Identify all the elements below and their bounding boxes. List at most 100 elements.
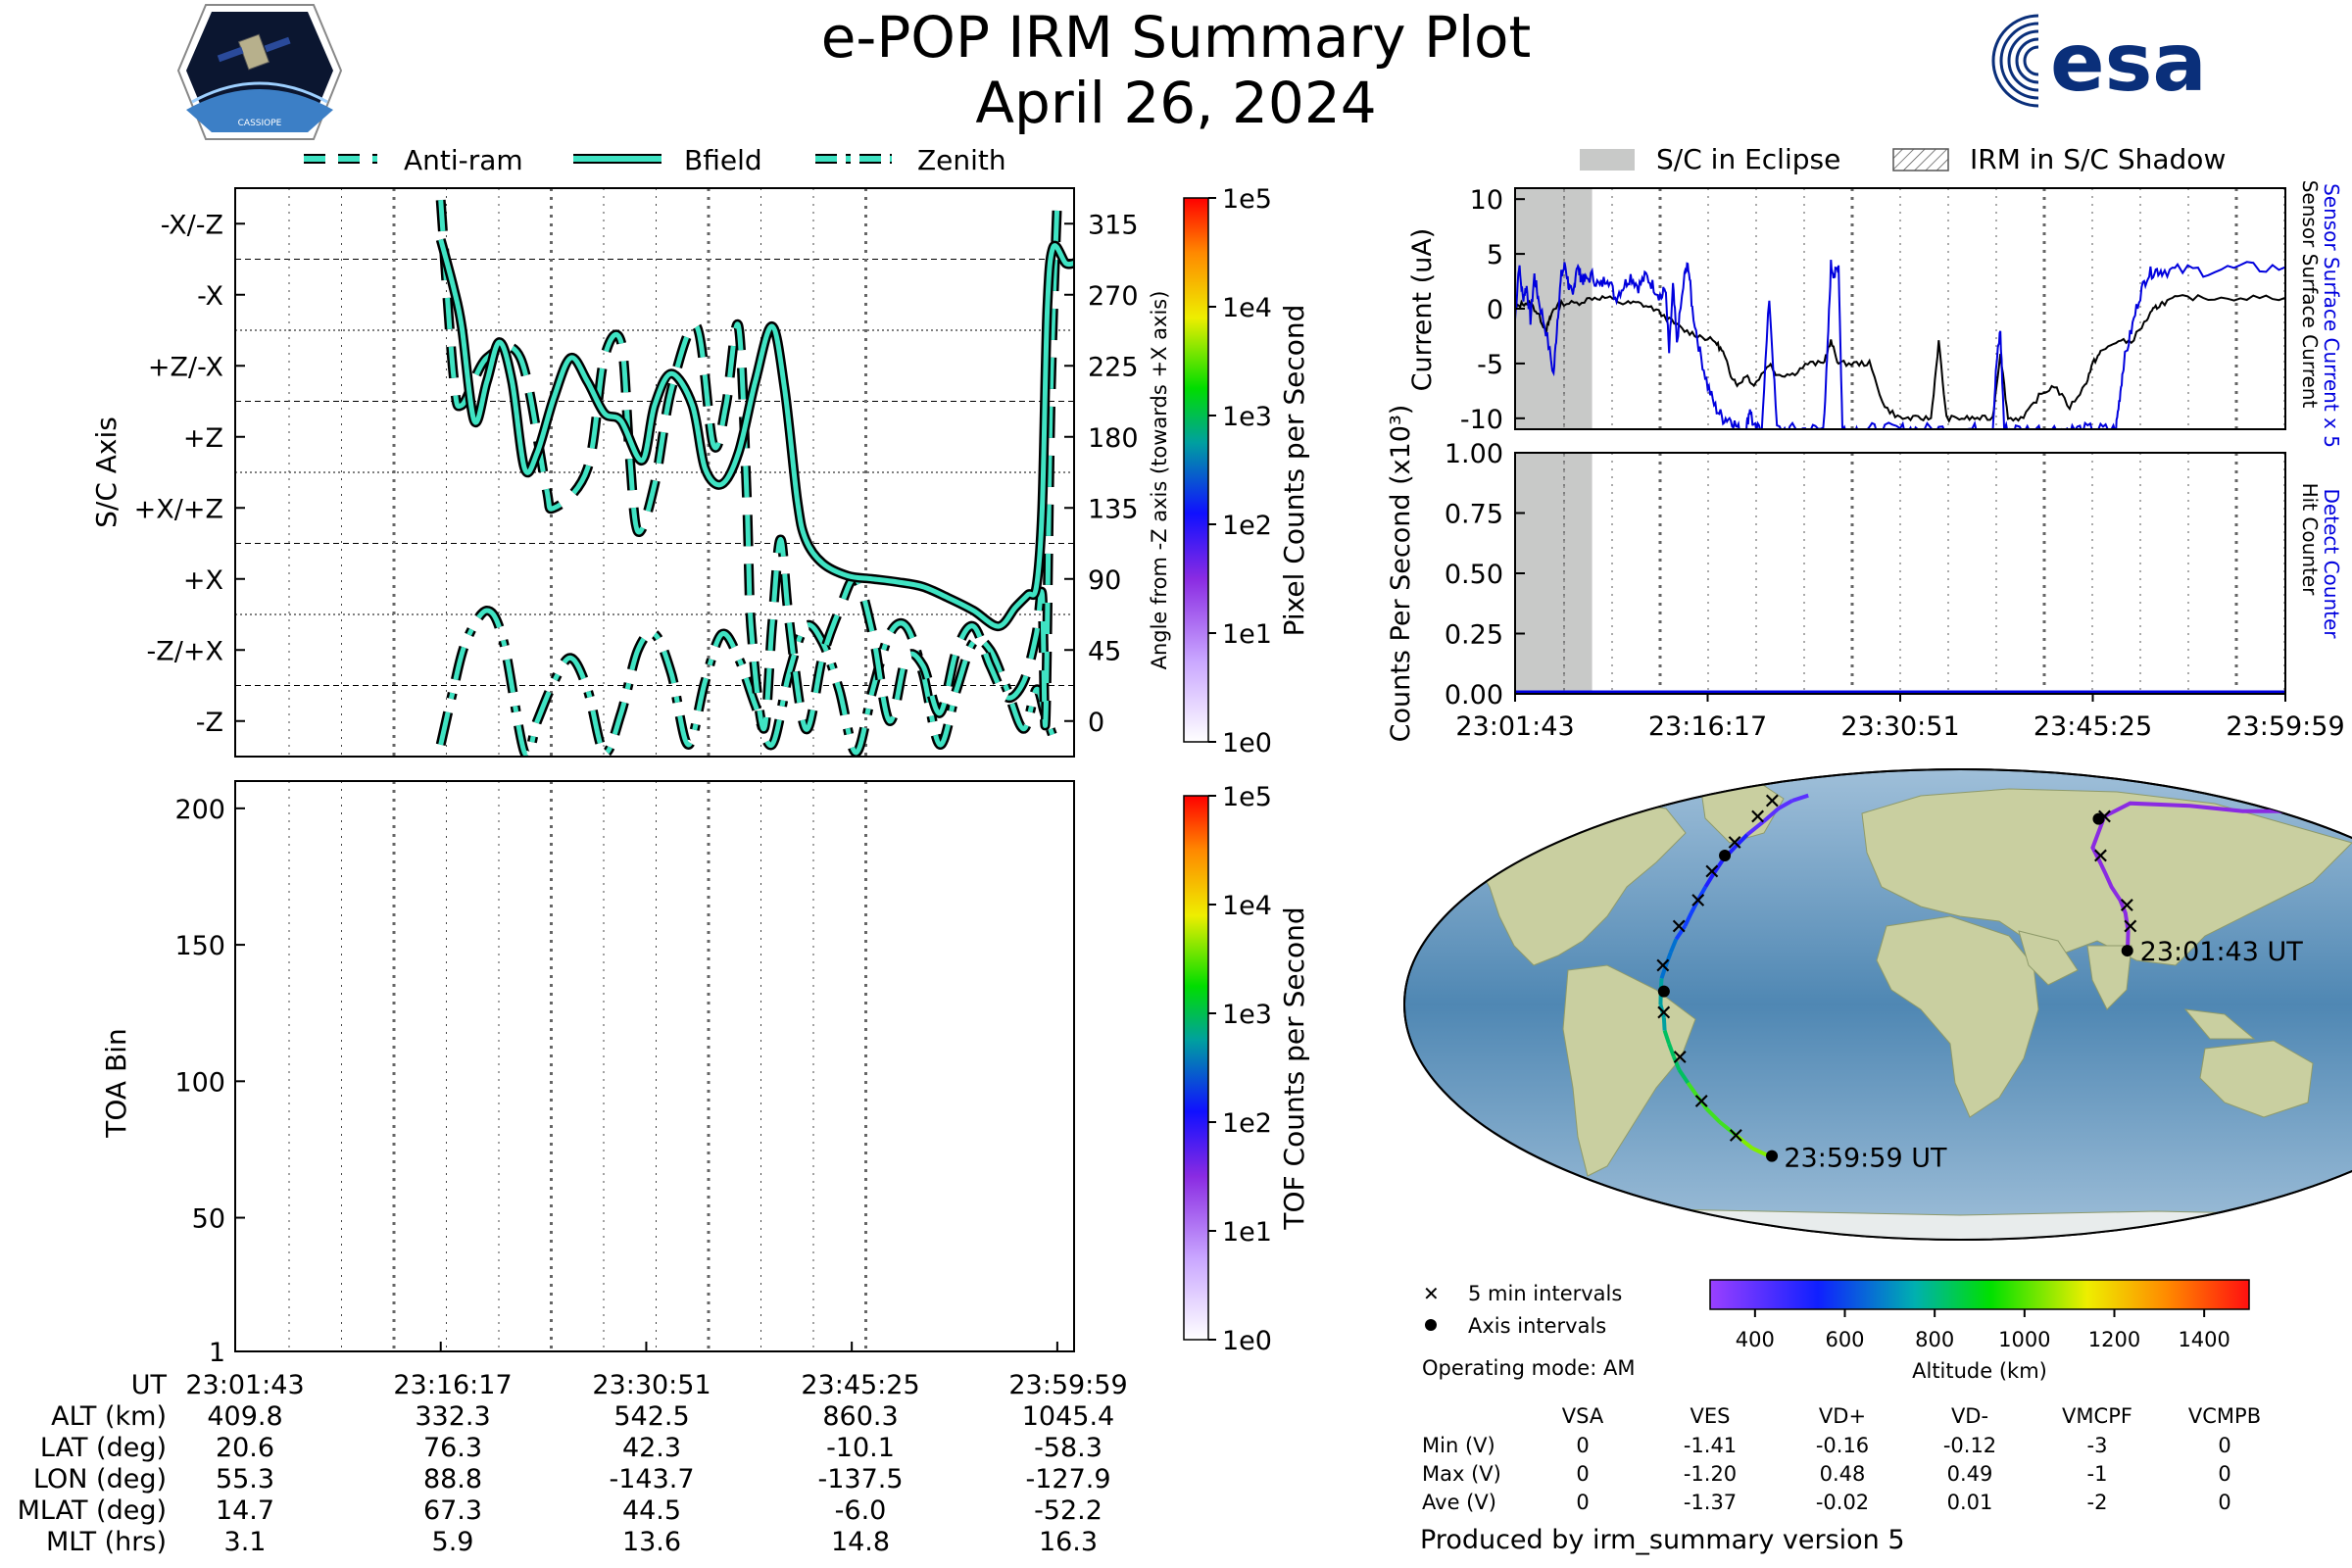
- map-legend: ✕ 5 min intervals Axis intervals Operati…: [1422, 1282, 1635, 1380]
- pixel-colorbar: 1e5 1e4 1e3 1e2 1e1 1e0 Pixel Counts per Seco…: [1183, 184, 1310, 759]
- counts-tick-label: 0.50: [1445, 560, 1503, 590]
- sc-axis-angle-tick-label: 45: [1088, 636, 1121, 666]
- sc-axis-angle-tick-label: 315: [1088, 210, 1139, 240]
- sc-axis-tick-label: +Z: [183, 423, 223, 454]
- voltage-table-cell: -1: [2087, 1462, 2108, 1486]
- legend-eclipse-label: S/C in Eclipse: [1656, 143, 1840, 175]
- counts-tick-label: 1.00: [1445, 439, 1503, 469]
- toa-time-gridlines: [288, 781, 867, 1351]
- counts-right-label-hit: Hit Counter: [2298, 483, 2322, 596]
- toa-tick-label: 150: [174, 931, 225, 961]
- sc-axis-ylabel: S/C Axis: [90, 416, 122, 528]
- altitude-tick-label: 600: [1825, 1328, 1864, 1351]
- sc-axis-angle-tick-label: 135: [1088, 494, 1139, 524]
- voltage-table-cell: 0: [1576, 1434, 1589, 1457]
- ephemeris-cell: 5.9: [432, 1527, 474, 1557]
- altitude-tick-label: 1000: [1998, 1328, 2050, 1351]
- current-tick-label: 0: [1487, 295, 1503, 325]
- sc-axis-left-ticks: -X/-Z -X +Z/-X +Z +X/+Z +X -Z/+X -Z: [134, 210, 245, 738]
- interval-marker: ✕: [1748, 806, 1766, 830]
- zenith-trace: [438, 608, 1055, 757]
- colorbar-tick-label: 1e0: [1222, 728, 1272, 759]
- ephemeris-cell: 23:16:17: [393, 1370, 512, 1400]
- interval-marker: ✕: [1654, 1002, 1672, 1026]
- voltage-table-header: VSA: [1562, 1404, 1604, 1428]
- sc-axis-angle-tick-label: 0: [1088, 708, 1104, 738]
- legend-anti-ram: Anti-ram: [304, 144, 523, 176]
- colorbar-tick-label: 1e4: [1222, 891, 1272, 921]
- ephemeris-cell: 20.6: [216, 1433, 274, 1463]
- counts-tick-label: 0.75: [1445, 500, 1503, 530]
- ground-track-segment: [1658, 1004, 1666, 1018]
- sc-axis-grid: [235, 259, 1074, 686]
- interval-marker: ✕: [1727, 1124, 1744, 1149]
- ground-track-segment: [1777, 799, 1793, 810]
- ground-track-segment: [1718, 1120, 1738, 1137]
- voltage-table: VSA VES VD+ VD- VMCPF VCMPB Min (V) 0 -1.41 -0.16…: [1422, 1404, 2261, 1514]
- time-axis-tick-label: 23:45:25: [2034, 711, 2152, 742]
- time-axis-tick-label: 23:01:43: [1455, 711, 1574, 742]
- legend-anti-ram-label: Anti-ram: [404, 144, 523, 176]
- voltage-table-cell: 0.49: [1947, 1462, 1993, 1486]
- voltage-table-row-label: Min (V): [1422, 1434, 1495, 1457]
- ephemeris-cell: -58.3: [1034, 1433, 1102, 1463]
- counts-tick-label: 0.25: [1445, 620, 1503, 651]
- africa: [1876, 915, 2039, 1118]
- ephemeris-cell: 1045.4: [1022, 1401, 1114, 1432]
- voltage-table-cell: 0: [1576, 1491, 1589, 1514]
- toa-tick-label: 50: [192, 1204, 225, 1235]
- legend-bfield: Bfield: [573, 144, 762, 176]
- ground-track-segment: [1672, 1055, 1682, 1071]
- ephemeris-cell: 76.3: [423, 1433, 482, 1463]
- ground-track-segment: [1683, 911, 1693, 927]
- esa-logo-label: esa: [2050, 17, 2207, 110]
- voltage-table-header: VES: [1690, 1404, 1731, 1428]
- ground-track-segment: [1664, 951, 1673, 966]
- ephemeris-cell: -127.9: [1025, 1464, 1110, 1494]
- arabia: [2018, 930, 2079, 986]
- track-markers: ✕✕✕✕✕✕✕✕✕✕✕✕✕✕✕: [1654, 790, 2139, 1162]
- axis-intervals-label: Axis intervals: [1468, 1314, 1606, 1338]
- eclipse-legend: S/C in Eclipse IRM in S/C Shadow: [1580, 143, 2226, 175]
- colorbar-tick-label: 1e3: [1222, 402, 1272, 432]
- ground-track-segment: [1762, 807, 1781, 823]
- voltage-table-header: VD+: [1819, 1404, 1866, 1428]
- esa-logo: esa: [1991, 12, 2207, 110]
- ephemeris-row-label: MLAT (deg): [18, 1495, 167, 1526]
- voltage-table-cell: -2: [2087, 1491, 2108, 1514]
- sc-axis-traces: [435, 199, 1074, 757]
- voltage-table-cell: 0: [2218, 1434, 2230, 1457]
- ground-track-segment: [1711, 859, 1725, 875]
- toa-tick-label: 1: [209, 1338, 225, 1368]
- colorbar-tick-label: 1e5: [1222, 184, 1272, 215]
- sc-axis-tick-label: -Z/+X: [147, 636, 223, 666]
- ephemeris-cell: -137.5: [817, 1464, 903, 1494]
- ephemeris-cell: 55.3: [216, 1464, 274, 1494]
- interval-marker: ✕: [2118, 895, 2135, 919]
- anti-ram-trace: [438, 199, 1060, 732]
- interval-marker: ✕: [1692, 1091, 1710, 1115]
- pixel-colorbar-label: Pixel Counts per Second: [1278, 305, 1310, 637]
- voltage-table-cell: -1.37: [1684, 1491, 1737, 1514]
- ground-track-segment: [1703, 872, 1716, 889]
- toa-tick-label: 100: [174, 1067, 225, 1098]
- current-tick-label: 10: [1470, 185, 1503, 216]
- interval-marker: ✕: [1671, 1046, 1689, 1070]
- voltage-table-row-label: Ave (V): [1422, 1491, 1496, 1514]
- ground-track-segment: [1689, 899, 1700, 914]
- ephemeris-cell: 14.7: [216, 1495, 274, 1526]
- current-panel: 10 5 0 -5 -10 Current (uA) Sensor Surface Cu…: [1407, 180, 2343, 448]
- voltage-table-cell: 0.01: [1947, 1491, 1993, 1514]
- ground-track-segment: [1695, 1095, 1709, 1110]
- tof-colorbar-label: TOF Counts per Second: [1278, 906, 1310, 1230]
- voltage-table-cell: 0: [2218, 1491, 2230, 1514]
- bfield-trace: [438, 238, 1074, 629]
- ground-track-segment: [1705, 1107, 1722, 1124]
- voltage-table-cell: -0.12: [1943, 1434, 1996, 1457]
- ephemeris-cell: 14.8: [831, 1527, 890, 1557]
- colorbar-tick-label: 1e5: [1222, 782, 1272, 812]
- time-axis-ticks: 23:01:43 23:16:17 23:30:51 23:45:25 23:59:59: [1455, 694, 2345, 742]
- current-ylabel: Current (uA): [1407, 228, 1438, 392]
- sc-axis-angle-tick-label: 225: [1088, 352, 1139, 382]
